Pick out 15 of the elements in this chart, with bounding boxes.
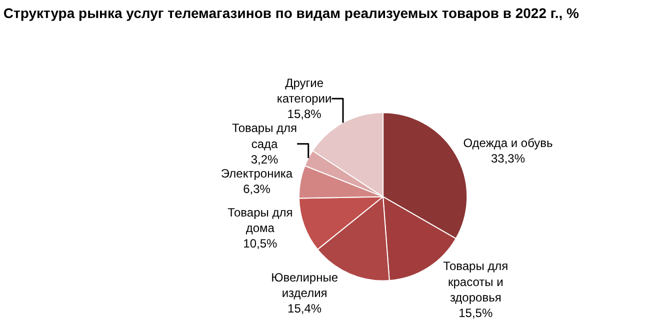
data-label: 3,2%: [250, 152, 279, 166]
data-label: 15,5%: [458, 306, 493, 320]
data-label: 6,3%: [243, 182, 271, 196]
slice-label: Одежда и обувь: [463, 136, 553, 150]
slice-label: Электроника: [220, 166, 293, 180]
data-label: 15,8%: [287, 107, 322, 122]
data-label: 10,5%: [243, 236, 278, 251]
chart-title: Структура рынка услуг телемагазинов по видам реализуемых товаров в 2022 г., %: [3, 4, 580, 21]
slice-label: Товары для дома: [228, 205, 293, 236]
slice-label: Другие категории: [276, 76, 332, 106]
data-label: 15,4%: [288, 301, 322, 316]
slice-label: Товары для красоты и здоровья: [443, 259, 508, 304]
slice-label: Ювелирные изделия: [271, 270, 338, 300]
data-label: 33,3%: [490, 152, 526, 166]
slice-label: Товары для сада: [232, 121, 298, 151]
